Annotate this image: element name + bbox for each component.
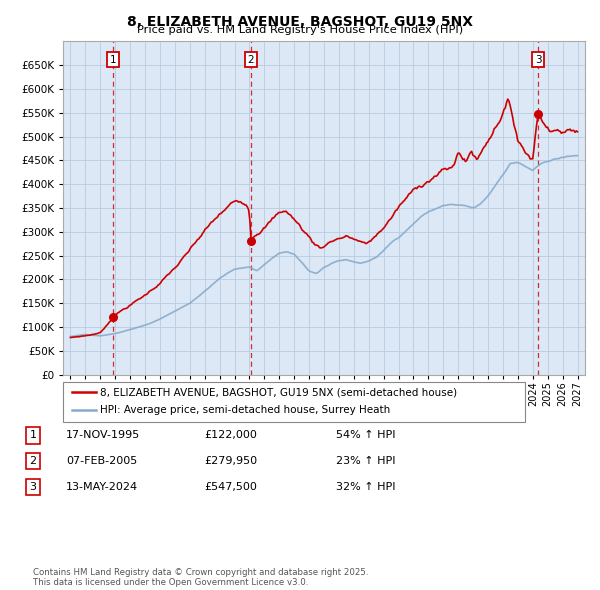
Text: Contains HM Land Registry data © Crown copyright and database right 2025.
This d: Contains HM Land Registry data © Crown c…: [33, 568, 368, 587]
Text: £547,500: £547,500: [204, 483, 257, 492]
Text: 13-MAY-2024: 13-MAY-2024: [66, 483, 138, 492]
Text: 07-FEB-2005: 07-FEB-2005: [66, 457, 137, 466]
Text: HPI: Average price, semi-detached house, Surrey Heath: HPI: Average price, semi-detached house,…: [100, 405, 391, 415]
Text: 8, ELIZABETH AVENUE, BAGSHOT, GU19 5NX (semi-detached house): 8, ELIZABETH AVENUE, BAGSHOT, GU19 5NX (…: [100, 388, 457, 397]
Text: 1: 1: [29, 431, 37, 440]
Text: £122,000: £122,000: [204, 431, 257, 440]
Text: £279,950: £279,950: [204, 457, 257, 466]
Text: 3: 3: [535, 55, 542, 65]
Text: 17-NOV-1995: 17-NOV-1995: [66, 431, 140, 440]
Text: 54% ↑ HPI: 54% ↑ HPI: [336, 431, 395, 440]
Text: 1: 1: [110, 55, 117, 65]
Text: Price paid vs. HM Land Registry's House Price Index (HPI): Price paid vs. HM Land Registry's House …: [137, 25, 463, 35]
Text: 8, ELIZABETH AVENUE, BAGSHOT, GU19 5NX: 8, ELIZABETH AVENUE, BAGSHOT, GU19 5NX: [127, 15, 473, 29]
Text: 2: 2: [29, 457, 37, 466]
Text: 3: 3: [29, 483, 37, 492]
Text: 2: 2: [248, 55, 254, 65]
Text: 32% ↑ HPI: 32% ↑ HPI: [336, 483, 395, 492]
Text: 23% ↑ HPI: 23% ↑ HPI: [336, 457, 395, 466]
